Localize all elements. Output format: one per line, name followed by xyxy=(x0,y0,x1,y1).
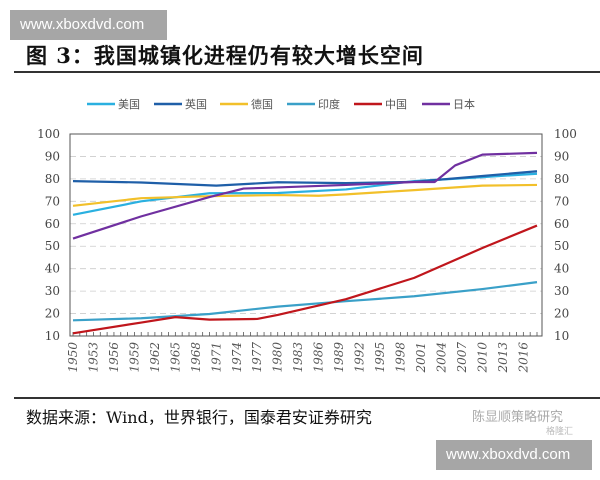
x-tick-label: 2004 xyxy=(434,342,448,374)
y-tick-right: 10 xyxy=(554,329,569,343)
x-tick-label: 1953 xyxy=(86,342,100,373)
watermark-top: www.xboxdvd.com xyxy=(10,10,167,40)
x-tick-label: 1986 xyxy=(312,342,326,373)
x-tick-label: 1995 xyxy=(373,342,387,373)
y-tick-right: 50 xyxy=(554,239,569,253)
x-tick-label: 1962 xyxy=(148,342,162,373)
legend-label-4: 中国 xyxy=(385,98,407,111)
x-tick-label: 1998 xyxy=(394,342,408,373)
y-tick-left: 90 xyxy=(45,149,60,163)
legend-label-3: 印度 xyxy=(318,97,340,111)
y-tick-right: 60 xyxy=(554,217,569,231)
x-tick-label: 1968 xyxy=(189,342,203,373)
x-tick-label: 2013 xyxy=(496,342,510,374)
y-tick-right: 30 xyxy=(554,284,569,298)
x-tick-label: 2010 xyxy=(475,342,489,374)
x-tick-label: 1983 xyxy=(291,342,305,373)
x-tick-label: 1989 xyxy=(332,342,346,373)
y-tick-left: 70 xyxy=(45,194,60,208)
brand-watermark: 陈显顺策略研究 xyxy=(472,410,564,425)
legend-label-5: 日本 xyxy=(453,97,475,111)
y-tick-right: 90 xyxy=(554,149,569,163)
y-tick-right: 70 xyxy=(554,194,569,208)
y-tick-right: 40 xyxy=(554,262,569,276)
x-tick-label: 1974 xyxy=(230,342,244,373)
y-tick-left: 20 xyxy=(45,307,60,321)
series-line-0 xyxy=(72,172,538,216)
y-tick-left: 60 xyxy=(45,217,60,231)
source-rule xyxy=(14,397,600,399)
y-tick-left: 100 xyxy=(37,127,60,141)
x-tick-label: 1956 xyxy=(107,342,121,373)
y-tick-left: 50 xyxy=(45,239,60,253)
x-tick-label: 1980 xyxy=(271,342,285,373)
figure-title: 图 3：我国城镇化进程仍有较大增长空间 xyxy=(26,43,424,68)
series-line-4 xyxy=(72,224,538,335)
brand-watermark-2: 格隆汇 xyxy=(546,427,574,437)
series-line-1 xyxy=(72,170,538,187)
x-tick-label: 1959 xyxy=(127,342,141,373)
x-tick-label: 1992 xyxy=(353,342,367,373)
x-tick-label: 1977 xyxy=(250,342,264,373)
x-tick-label: 2007 xyxy=(455,342,469,374)
y-tick-right: 20 xyxy=(554,307,569,321)
x-tick-label: 1971 xyxy=(209,342,223,373)
x-tick-label: 1950 xyxy=(66,342,80,373)
legend-label-1: 英国 xyxy=(185,97,207,111)
watermark-bottom: www.xboxdvd.com xyxy=(436,440,592,470)
y-tick-right: 80 xyxy=(554,172,569,186)
series-line-5 xyxy=(72,151,538,240)
x-tick-label: 1965 xyxy=(168,342,182,373)
y-tick-left: 10 xyxy=(45,329,60,343)
series-line-3 xyxy=(72,281,538,322)
legend-label-0: 美国 xyxy=(118,98,140,111)
plot-frame xyxy=(69,133,543,337)
y-tick-right: 100 xyxy=(554,127,577,141)
y-tick-left: 30 xyxy=(45,284,60,298)
chart: 美国 英国 德国 印度 中国 日本 10 10 20 20 30 30 40 40 50 50 60 60 70 70… xyxy=(37,97,577,374)
y-tick-left: 80 xyxy=(45,172,60,186)
series-line-2 xyxy=(72,183,538,207)
legend-label-2: 德国 xyxy=(251,97,273,111)
x-tick-label: 2016 xyxy=(516,342,530,374)
source-note: 数据来源：Wind，世界银行，国泰君安证券研究 xyxy=(26,408,372,427)
y-tick-left: 40 xyxy=(45,262,60,276)
title-rule xyxy=(14,71,600,73)
x-tick-label: 2001 xyxy=(414,342,428,374)
